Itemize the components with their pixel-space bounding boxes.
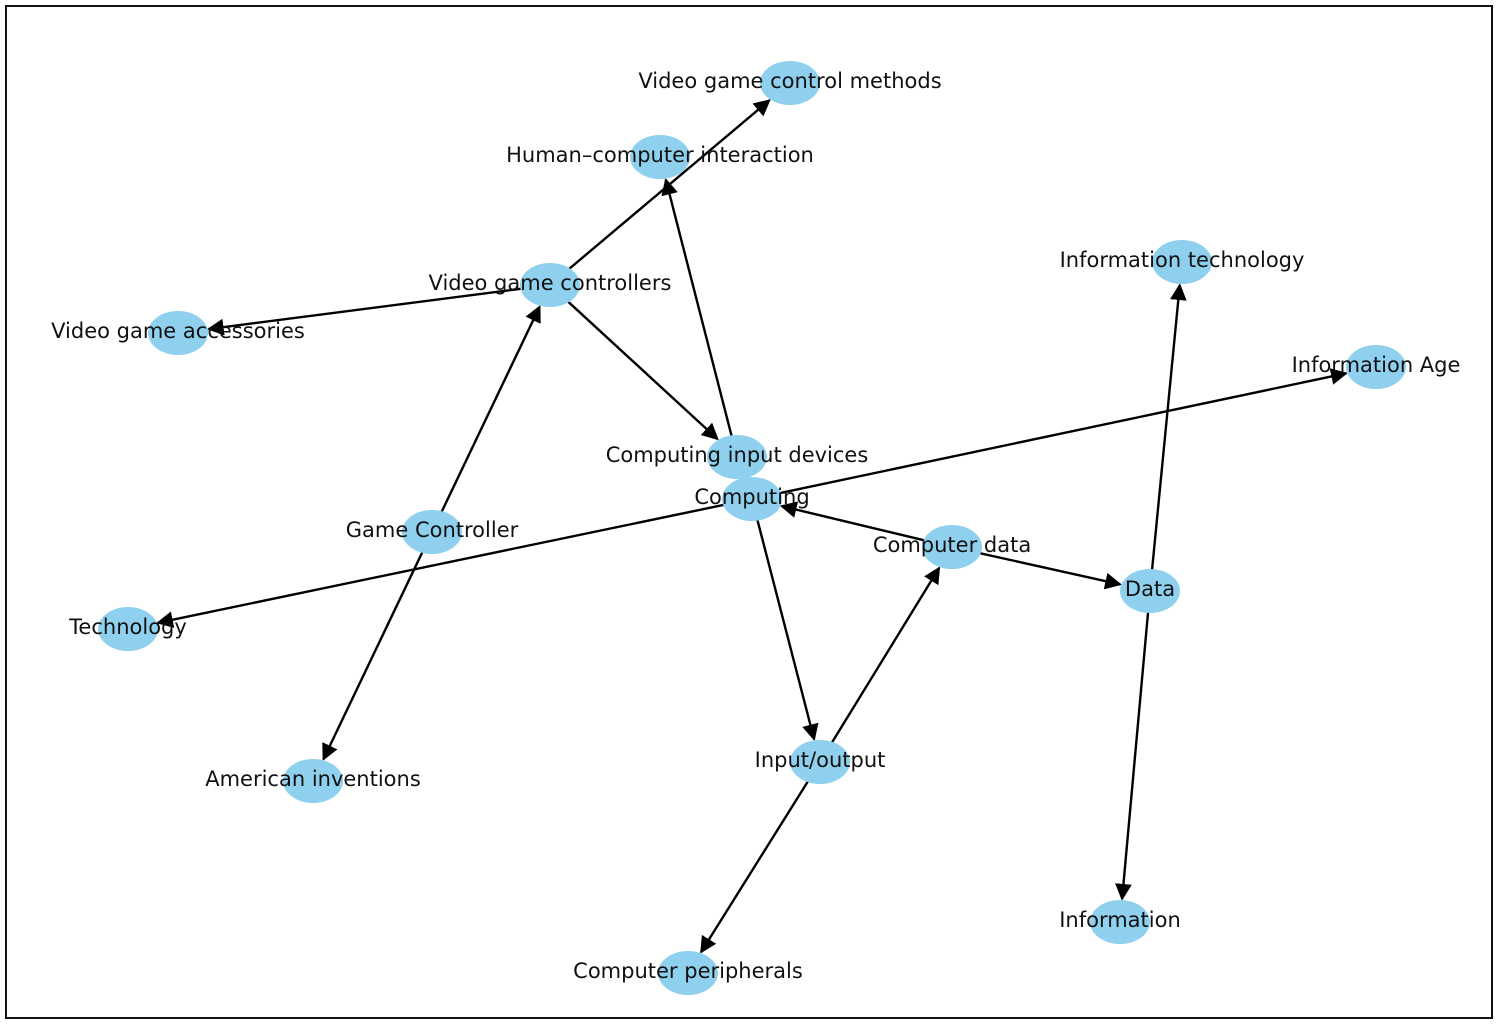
- node-label-data: Data: [1125, 577, 1175, 601]
- node-label-video-game-controllers: Video game controllers: [429, 271, 672, 295]
- node-game-controller: [402, 510, 462, 554]
- nodes-layer: [98, 61, 1406, 995]
- node-label-video-game-control-methods: Video game control methods: [638, 69, 941, 93]
- node-label-information-technology: Information technology: [1060, 248, 1305, 272]
- edge-cid-to-hci: [661, 177, 737, 452]
- node-label-technology: Technology: [68, 615, 187, 639]
- node-american-inventions: [283, 759, 343, 803]
- edge-io-to-cd: [822, 566, 941, 758]
- edge-cd-to-comp: [779, 501, 947, 547]
- node-information: [1090, 900, 1150, 944]
- edge-comp-to-ia: [757, 368, 1348, 499]
- node-computer-data: [922, 525, 982, 569]
- node-input-output: [790, 740, 850, 784]
- node-information-age: [1346, 345, 1406, 389]
- node-video-game-accessories: [148, 311, 208, 355]
- edge-comp-to-tech: [156, 499, 747, 628]
- node-label-american-inventions: American inventions: [205, 767, 421, 791]
- edge-vgc-to-vga: [206, 284, 545, 336]
- node-label-computing: Computing: [694, 485, 809, 509]
- edge-data-to-it: [1149, 283, 1187, 586]
- node-label-computing-input-devices: Computing input devices: [606, 443, 869, 467]
- edge-gc-to-ai: [322, 536, 431, 761]
- edge-comp-to-io: [752, 504, 819, 742]
- labels-layer: Video game control methods Human–computer…: [51, 69, 1460, 983]
- node-technology: [98, 607, 158, 651]
- edge-cd-to-data: [957, 547, 1122, 590]
- node-information-technology: [1152, 240, 1212, 284]
- node-label-video-game-accessories: Video game accessories: [51, 319, 305, 343]
- node-label-computer-peripherals: Computer peripherals: [573, 959, 803, 983]
- node-computing: [722, 477, 782, 521]
- node-label-information-age: Information Age: [1292, 353, 1461, 377]
- node-label-computer-data: Computer data: [873, 533, 1031, 557]
- node-label-human-computer-interaction: Human–computer interaction: [506, 143, 814, 167]
- edge-gc-to-vgc: [433, 305, 541, 528]
- edge-io-to-cp: [700, 766, 818, 954]
- node-computing-input-devices: [707, 435, 767, 479]
- node-human-computer-interaction: [630, 135, 690, 179]
- edge-vgc-to-cid: [553, 288, 719, 441]
- figure-frame: [5, 5, 1493, 1019]
- node-label-game-controller: Game Controller: [346, 518, 519, 542]
- edge-data-to-info: [1115, 596, 1151, 901]
- node-label-input-output: Input/output: [755, 748, 886, 772]
- node-data: [1120, 569, 1180, 613]
- node-computer-peripherals: [658, 951, 718, 995]
- node-video-game-controllers: [520, 263, 580, 307]
- edge-vgc-to-vgcm: [553, 99, 771, 283]
- node-video-game-control-methods: [760, 61, 820, 105]
- edges-layer: [156, 99, 1348, 954]
- node-label-information: Information: [1059, 908, 1181, 932]
